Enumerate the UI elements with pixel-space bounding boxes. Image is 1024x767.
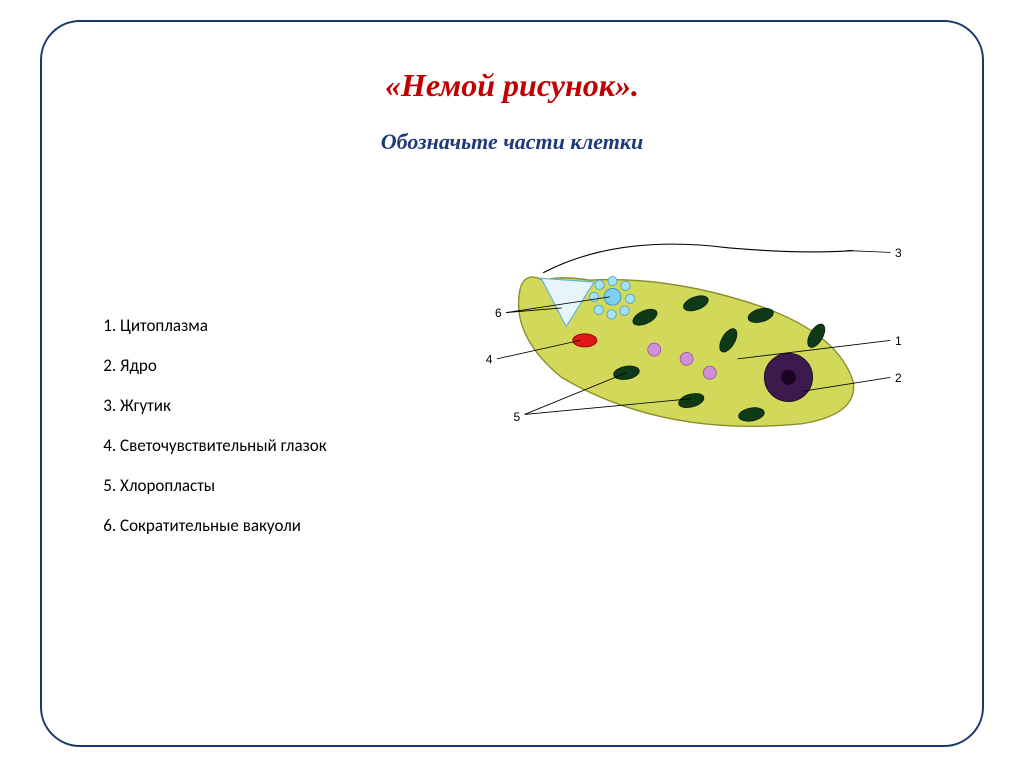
answer-ol: Цитоплазма Ядро Жгутик Светочувствительн… bbox=[92, 315, 412, 538]
list-item: Жгутик bbox=[120, 395, 412, 417]
pointer-line bbox=[847, 251, 891, 253]
pointer-label: 4 bbox=[486, 353, 493, 367]
nucleolus bbox=[781, 370, 796, 385]
cell-diagram: 1 2 3 4 5 6 bbox=[432, 185, 932, 505]
answer-list: Цитоплазма Ядро Жгутик Светочувствительн… bbox=[92, 315, 412, 556]
vacuole-satellite bbox=[608, 276, 617, 285]
vacuole-satellite bbox=[620, 306, 629, 315]
list-item: Светочувствительный глазок bbox=[120, 435, 412, 457]
granule bbox=[648, 343, 661, 356]
pointer-label: 6 bbox=[495, 306, 502, 320]
vacuole-satellite bbox=[595, 280, 604, 289]
vacuole-satellite bbox=[621, 281, 630, 290]
vacuole-center bbox=[604, 289, 621, 306]
pointer-label: 3 bbox=[895, 246, 902, 260]
list-item: Ядро bbox=[120, 355, 412, 377]
slide-frame: «Немой рисунок». Обозначьте части клетки… bbox=[40, 20, 984, 747]
list-item: Цитоплазма bbox=[120, 315, 412, 337]
flagellum bbox=[543, 244, 853, 273]
list-item: Хлоропласты bbox=[120, 475, 412, 497]
vacuole-satellite bbox=[607, 310, 616, 319]
eyespot bbox=[573, 334, 597, 347]
pointer-label: 2 bbox=[895, 371, 902, 385]
pointer-label: 5 bbox=[513, 410, 520, 424]
slide-subtitle: Обозначьте части клетки bbox=[92, 129, 932, 155]
content-row: Цитоплазма Ядро Жгутик Светочувствительн… bbox=[92, 185, 932, 556]
cell-svg: 1 2 3 4 5 6 bbox=[432, 185, 932, 505]
slide-title: «Немой рисунок». bbox=[92, 67, 932, 104]
pointer-label: 1 bbox=[895, 334, 902, 348]
vacuole-satellite bbox=[594, 305, 603, 314]
list-item: Сократительные вакуоли bbox=[120, 515, 412, 537]
granule bbox=[680, 352, 693, 365]
granule bbox=[703, 366, 716, 379]
vacuole-satellite bbox=[626, 294, 635, 303]
